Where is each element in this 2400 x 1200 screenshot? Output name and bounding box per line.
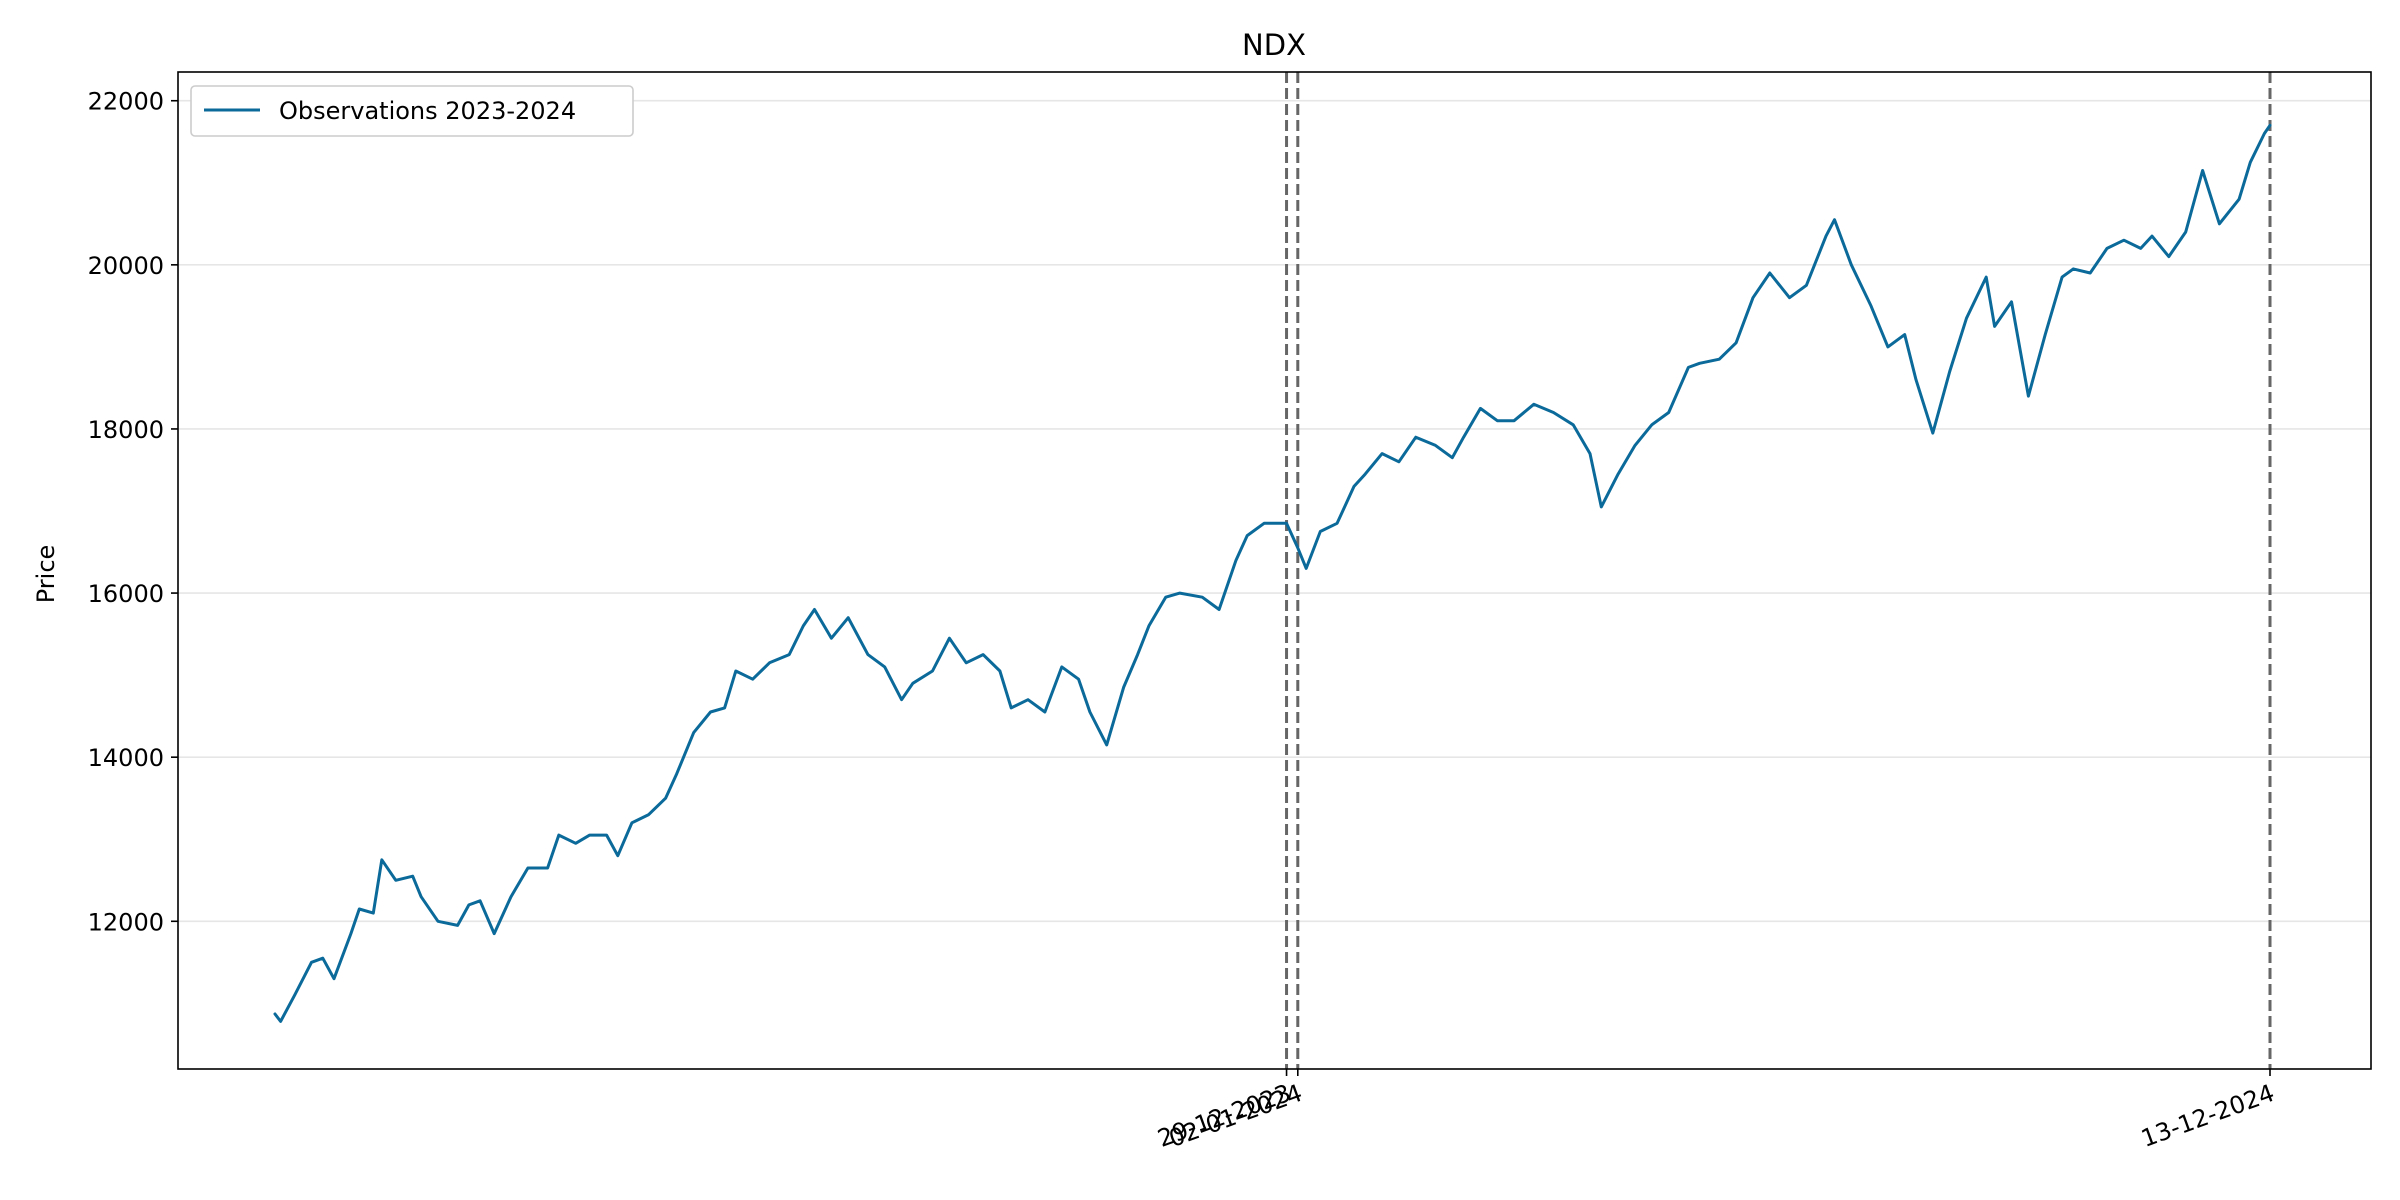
legend-entry: Observations 2023-2024: [279, 97, 576, 125]
y-tick-label: 18000: [88, 416, 164, 444]
y-axis-label: Price: [32, 545, 60, 604]
y-tick-label: 20000: [88, 252, 164, 280]
series-line-observations: [273, 123, 2272, 1023]
chart-title: NDX: [1242, 28, 1306, 62]
y-tick-label: 12000: [88, 908, 164, 936]
vertical-markers: [1285, 72, 2272, 1069]
series-layer: [273, 123, 2272, 1023]
y-tick-label: 22000: [88, 88, 164, 116]
y-axis-ticks: 12000 14000 16000 18000 20000 22000: [88, 88, 178, 936]
y-tick-label: 14000: [88, 744, 164, 772]
plot-frame: [177, 71, 2372, 1070]
y-tick-label: 16000: [88, 580, 164, 608]
legend-box: [190, 85, 634, 137]
legend: Observations 2023-2024: [190, 85, 634, 137]
